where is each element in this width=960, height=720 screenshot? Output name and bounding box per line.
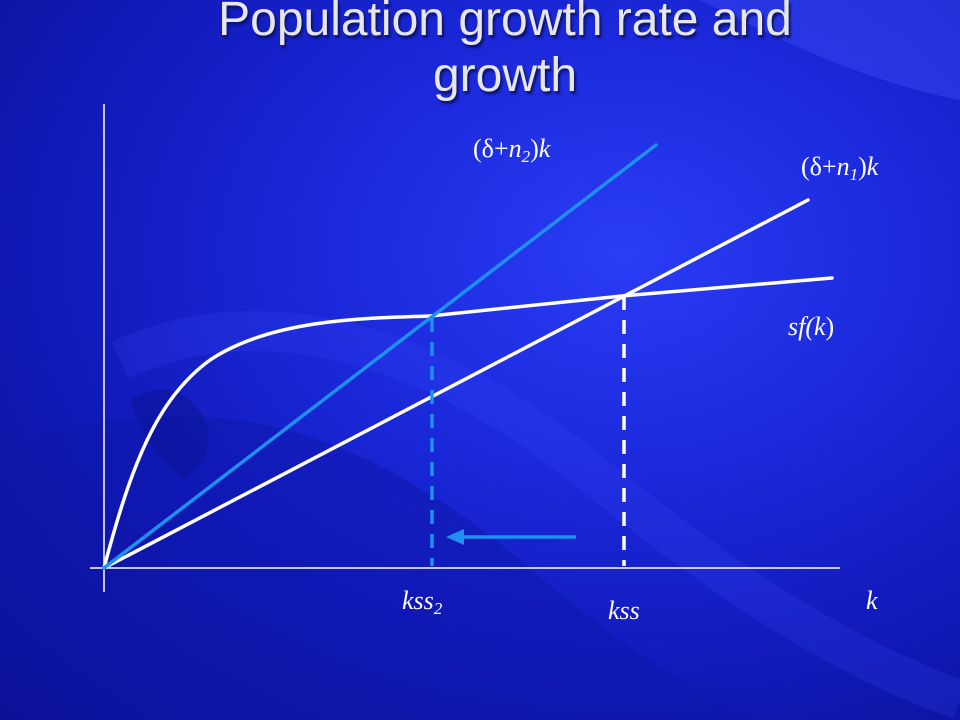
label-line-n2: (δ+n2)k xyxy=(473,134,551,166)
title-line-1: Population growth rate and xyxy=(218,0,792,46)
slide-title: Population growth rate and growth xyxy=(0,0,960,104)
label-line-n1: (δ+n1)k xyxy=(801,152,879,184)
label-kss: kss xyxy=(608,596,640,625)
title-line-2: growth xyxy=(432,49,578,102)
label-production: sf(k) xyxy=(788,312,835,341)
label-kss2: kss2 xyxy=(402,586,443,618)
shift-arrow-head xyxy=(446,529,464,545)
depreciation-line-n2 xyxy=(102,143,658,570)
depreciation-line-n1 xyxy=(102,198,810,570)
production-curve xyxy=(102,276,834,570)
label-k-axis: k xyxy=(866,586,878,615)
